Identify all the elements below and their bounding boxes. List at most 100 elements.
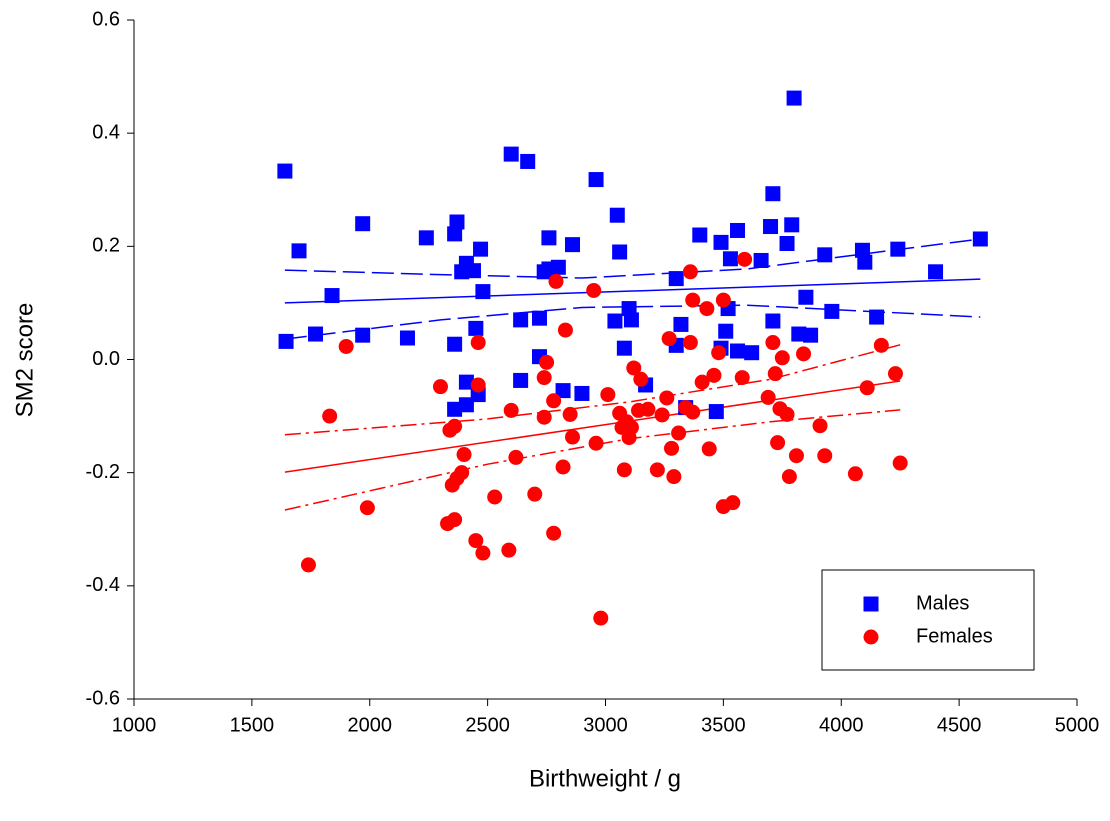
- point: [786, 90, 802, 106]
- point: [869, 309, 885, 325]
- point: [338, 338, 354, 354]
- y-tick-label: 0.0: [92, 348, 120, 370]
- point: [475, 284, 491, 300]
- point: [355, 327, 371, 343]
- y-tick-label: -0.4: [86, 574, 120, 596]
- point: [673, 316, 689, 332]
- fit-line: [284, 238, 981, 279]
- fit-line: [284, 380, 901, 473]
- point: [588, 172, 604, 188]
- point: [291, 243, 307, 259]
- point: [791, 326, 807, 342]
- point: [682, 335, 698, 351]
- x-tick-label: 4500: [937, 714, 982, 736]
- point: [399, 330, 415, 346]
- point: [817, 448, 833, 464]
- point: [718, 323, 734, 339]
- point: [616, 462, 632, 478]
- point: [468, 533, 484, 549]
- point: [708, 404, 724, 420]
- fit-line: [284, 344, 901, 436]
- x-tick-label: 3500: [701, 714, 746, 736]
- x-tick-label: 2500: [465, 714, 510, 736]
- point: [692, 227, 708, 243]
- point: [447, 336, 463, 352]
- point: [546, 525, 562, 541]
- point: [513, 312, 529, 328]
- point: [824, 303, 840, 319]
- point: [586, 282, 602, 298]
- point: [454, 465, 470, 481]
- point: [659, 390, 675, 406]
- point: [649, 462, 665, 478]
- point: [418, 230, 434, 246]
- point: [468, 320, 484, 336]
- point: [539, 354, 555, 370]
- point: [607, 313, 623, 329]
- point: [555, 459, 571, 475]
- point: [536, 409, 552, 425]
- point: [536, 370, 552, 386]
- point: [715, 292, 731, 308]
- point: [541, 230, 557, 246]
- point: [588, 435, 604, 451]
- point: [324, 288, 340, 304]
- point: [760, 389, 776, 405]
- point: [737, 251, 753, 267]
- point: [734, 370, 750, 386]
- point: [456, 447, 472, 463]
- point: [300, 557, 316, 573]
- point: [711, 345, 727, 361]
- legend-label: Males: [916, 592, 969, 614]
- point: [817, 247, 833, 263]
- x-tick-label: 4000: [819, 714, 864, 736]
- x-tick-label: 1500: [230, 714, 275, 736]
- point: [685, 404, 701, 420]
- point: [548, 273, 564, 289]
- point: [447, 226, 463, 242]
- point: [458, 397, 474, 413]
- point: [770, 435, 786, 451]
- point: [725, 495, 741, 511]
- point: [765, 313, 781, 329]
- point: [730, 222, 746, 238]
- point: [447, 512, 463, 528]
- point: [612, 244, 628, 260]
- point: [847, 466, 863, 482]
- point: [550, 259, 566, 275]
- point: [887, 366, 903, 382]
- point: [600, 387, 616, 403]
- point: [713, 234, 729, 250]
- point: [449, 214, 465, 230]
- point: [671, 425, 687, 441]
- point: [623, 419, 639, 435]
- point: [447, 418, 463, 434]
- point: [564, 429, 580, 445]
- y-axis-title: SM2 score: [11, 303, 38, 418]
- point: [664, 440, 680, 456]
- point: [701, 441, 717, 457]
- point: [621, 301, 637, 317]
- point: [308, 326, 324, 342]
- y-tick-label: -0.6: [86, 687, 120, 709]
- point: [458, 374, 474, 390]
- point: [623, 312, 639, 328]
- point: [640, 401, 656, 417]
- point: [557, 322, 573, 338]
- x-tick-label: 1000: [112, 714, 157, 736]
- legend-marker: [863, 629, 879, 645]
- y-tick-label: -0.2: [86, 461, 120, 483]
- point: [706, 367, 722, 383]
- legend-label: Females: [916, 625, 993, 647]
- point: [722, 251, 738, 267]
- point: [812, 418, 828, 434]
- point: [574, 385, 590, 401]
- point: [470, 377, 486, 393]
- point: [928, 264, 944, 280]
- point: [503, 146, 519, 162]
- fit-line: [284, 409, 901, 511]
- point: [470, 335, 486, 351]
- point: [322, 408, 338, 424]
